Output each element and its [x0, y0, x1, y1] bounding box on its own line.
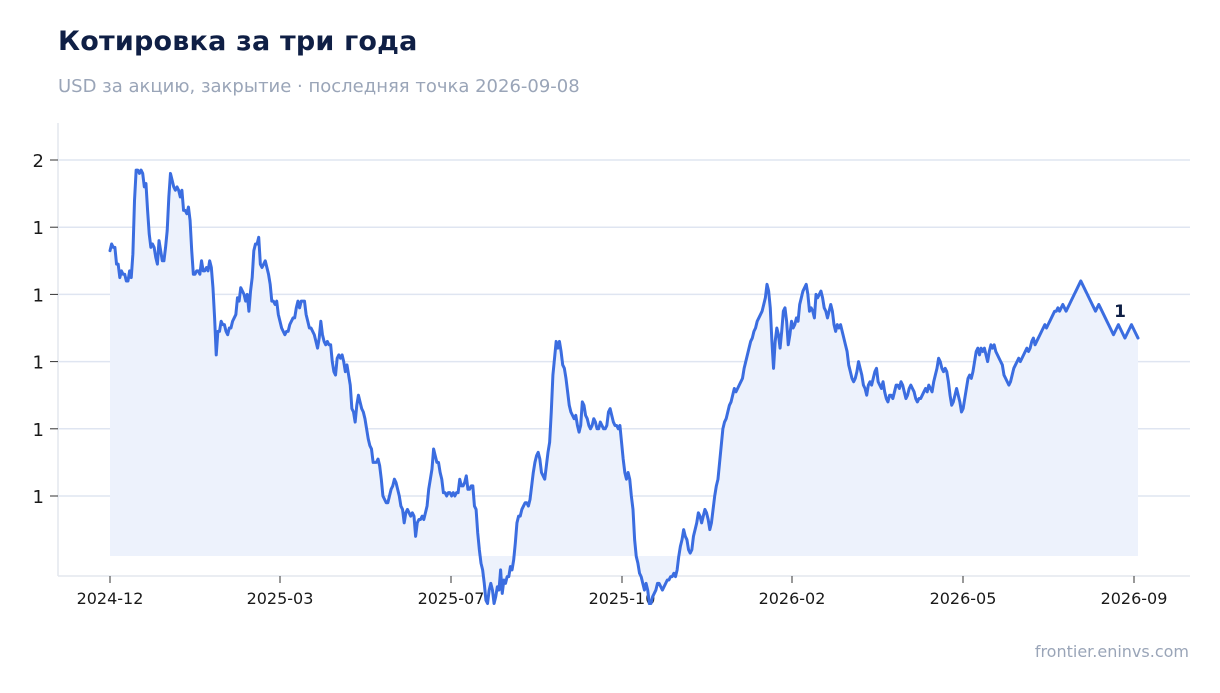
price-area — [110, 170, 1138, 604]
x-tick-label-6: 2026-09 — [1101, 589, 1168, 608]
y-tick-label-2: 1 — [33, 353, 44, 374]
x-tick-label-0: 2024-12 — [77, 589, 144, 608]
y-tick-label-3: 1 — [33, 285, 44, 306]
x-tick-label-1: 2025-03 — [247, 589, 314, 608]
y-tick-label-0: 1 — [33, 487, 44, 508]
x-tick-label-4: 2026-02 — [759, 589, 826, 608]
chart-title: Котировка за три года — [58, 26, 418, 57]
y-tick-label-4: 1 — [33, 218, 44, 239]
x-tick-label-2: 2025-07 — [418, 589, 485, 608]
source-attribution: frontier.eninvs.com — [1034, 642, 1189, 661]
x-tick-labels: 2024-12 2025-03 2025-07 2025-10 2026-02 2026-… — [77, 576, 1168, 608]
last-point-label: 1 — [1114, 302, 1126, 322]
x-tick-label-5: 2026-05 — [930, 589, 997, 608]
x-tick-label-3: 2025-10 — [589, 589, 656, 608]
price-line — [108, 168, 1140, 606]
y-tick-labels: 1 1 1 1 1 2 — [33, 151, 58, 508]
y-tick-label-5: 2 — [33, 151, 44, 172]
chart-subtitle: USD за акцию, закрытие · последняя точка… — [58, 76, 580, 97]
y-tick-label-1: 1 — [33, 420, 44, 441]
